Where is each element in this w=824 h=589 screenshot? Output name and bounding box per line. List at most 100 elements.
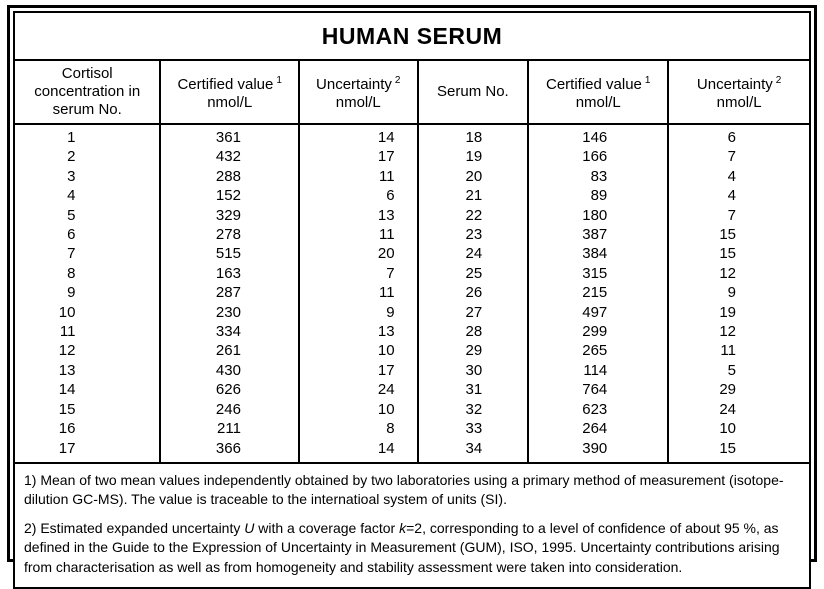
cell: 315: [527, 263, 670, 284]
column-label: Certified value: [546, 76, 642, 93]
cell: 5: [667, 360, 811, 381]
column-header-1: Cortisol concentration in serum No.: [12, 59, 162, 125]
cell: 146: [527, 124, 670, 148]
column-label: Certified value: [177, 76, 274, 93]
cell: 11: [667, 341, 811, 361]
cell: 265: [527, 341, 670, 361]
cell: 13: [12, 360, 162, 381]
human-serum-table: HUMAN SERUM Cortisol concentration in se…: [12, 11, 811, 589]
cell: 329: [159, 205, 300, 226]
cell: 12: [12, 341, 162, 361]
cell: 33: [416, 419, 530, 439]
cell: 246: [159, 399, 300, 420]
cell: 287: [159, 283, 300, 303]
table-row: 16 211 8 33 264 10: [12, 419, 811, 439]
cell: 152: [159, 186, 300, 206]
cell: 10: [667, 419, 811, 439]
cell: 390: [527, 438, 670, 463]
cell: 10: [12, 302, 162, 323]
table-row: 12 261 10 29 265 11: [12, 341, 811, 361]
cell: 27: [416, 302, 530, 323]
cell: 17: [297, 360, 419, 381]
cell: 22: [416, 205, 530, 226]
table-row: 5 329 13 22 180 7: [12, 205, 811, 226]
column-header-3: Uncertainty 2 nmol/L: [297, 59, 419, 125]
footnote-1: 1) Mean of two mean values independently…: [24, 471, 784, 508]
cell: 764: [527, 380, 670, 400]
cell: 261: [159, 341, 300, 361]
cell: 361: [159, 124, 300, 148]
cell: 15: [12, 399, 162, 420]
cell: 264: [527, 419, 670, 439]
outer-frame: HUMAN SERUM Cortisol concentration in se…: [7, 5, 817, 589]
cell: 387: [527, 225, 670, 245]
cell: 21: [416, 186, 530, 206]
cell: 15: [667, 438, 811, 463]
column-label: Uncertainty: [316, 76, 392, 93]
cell: 6: [667, 124, 811, 148]
cell: 28: [416, 322, 530, 342]
cell: 6: [297, 186, 419, 206]
table-row: 4 152 6 21 89 4: [12, 186, 811, 206]
table-row: 7 515 20 24 384 15: [12, 244, 811, 264]
cell: 25: [416, 263, 530, 284]
cell: 623: [527, 399, 670, 420]
cell: 11: [297, 225, 419, 245]
column-unit: nmol/L: [335, 94, 381, 111]
cell: 29: [667, 380, 811, 400]
table-row: 6 278 11 23 387 15: [12, 225, 811, 245]
cell: 4: [12, 186, 162, 206]
cell: 180: [527, 205, 670, 226]
cell: 299: [527, 322, 670, 342]
table-row: 2 432 17 19 166 7: [12, 147, 811, 167]
cell: 12: [667, 263, 811, 284]
cell: 15: [667, 244, 811, 264]
column-unit: nmol/L: [716, 94, 762, 111]
cell: 6: [12, 225, 162, 245]
column-header-5: Certified value 1 nmol/L: [527, 59, 670, 125]
cell: 230: [159, 302, 300, 323]
cell: 166: [527, 147, 670, 167]
cell: 10: [297, 399, 419, 420]
table-row: 10 230 9 27 497 19: [12, 302, 811, 323]
column-unit: nmol/L: [207, 94, 253, 111]
header-row: Cortisol concentration in serum No. Certi…: [12, 59, 811, 125]
footnote-ref: 1: [276, 75, 282, 86]
cell: 9: [297, 302, 419, 323]
cell: 497: [527, 302, 670, 323]
cell: 515: [159, 244, 300, 264]
cell: 17: [12, 438, 162, 463]
cell: 24: [416, 244, 530, 264]
cell: 83: [527, 166, 670, 187]
cell: 7: [667, 205, 811, 226]
title-row: HUMAN SERUM: [14, 12, 810, 61]
cell: 14: [297, 124, 419, 148]
cell: 10: [297, 341, 419, 361]
cell: 19: [667, 302, 811, 323]
cell: 334: [159, 322, 300, 342]
footnote-2: 2) Estimated expanded uncertainty U with…: [24, 519, 780, 575]
cell: 24: [297, 380, 419, 400]
cell: 12: [667, 322, 811, 342]
cell: 366: [159, 438, 300, 463]
footnote-ref: 1: [644, 75, 651, 86]
column-label: Serum No.: [437, 83, 509, 100]
table-row: 13 430 17 30 114 5: [12, 360, 811, 381]
cell: 288: [159, 166, 300, 187]
cell: 32: [416, 399, 530, 420]
table-head: HUMAN SERUM Cortisol concentration in se…: [12, 12, 811, 125]
cell: 13: [297, 322, 419, 342]
cell: 20: [297, 244, 419, 264]
cell: 11: [297, 283, 419, 303]
cell: 430: [159, 360, 300, 381]
cell: 15: [667, 225, 811, 245]
cell: 14: [12, 380, 162, 400]
cell: 3: [12, 166, 162, 187]
column-unit: nmol/L: [575, 94, 621, 111]
table-body: 1 361 14 18 146 6 2 432 17 19 166 7 3 288 11 20 83 4 4 152 6…: [12, 124, 811, 463]
column-header-4: Serum No.: [416, 59, 530, 125]
footnotes-row: 1) Mean of two mean values independently…: [14, 461, 810, 589]
cell: 5: [12, 205, 162, 226]
cell: 11: [297, 166, 419, 187]
cell: 215: [527, 283, 670, 303]
